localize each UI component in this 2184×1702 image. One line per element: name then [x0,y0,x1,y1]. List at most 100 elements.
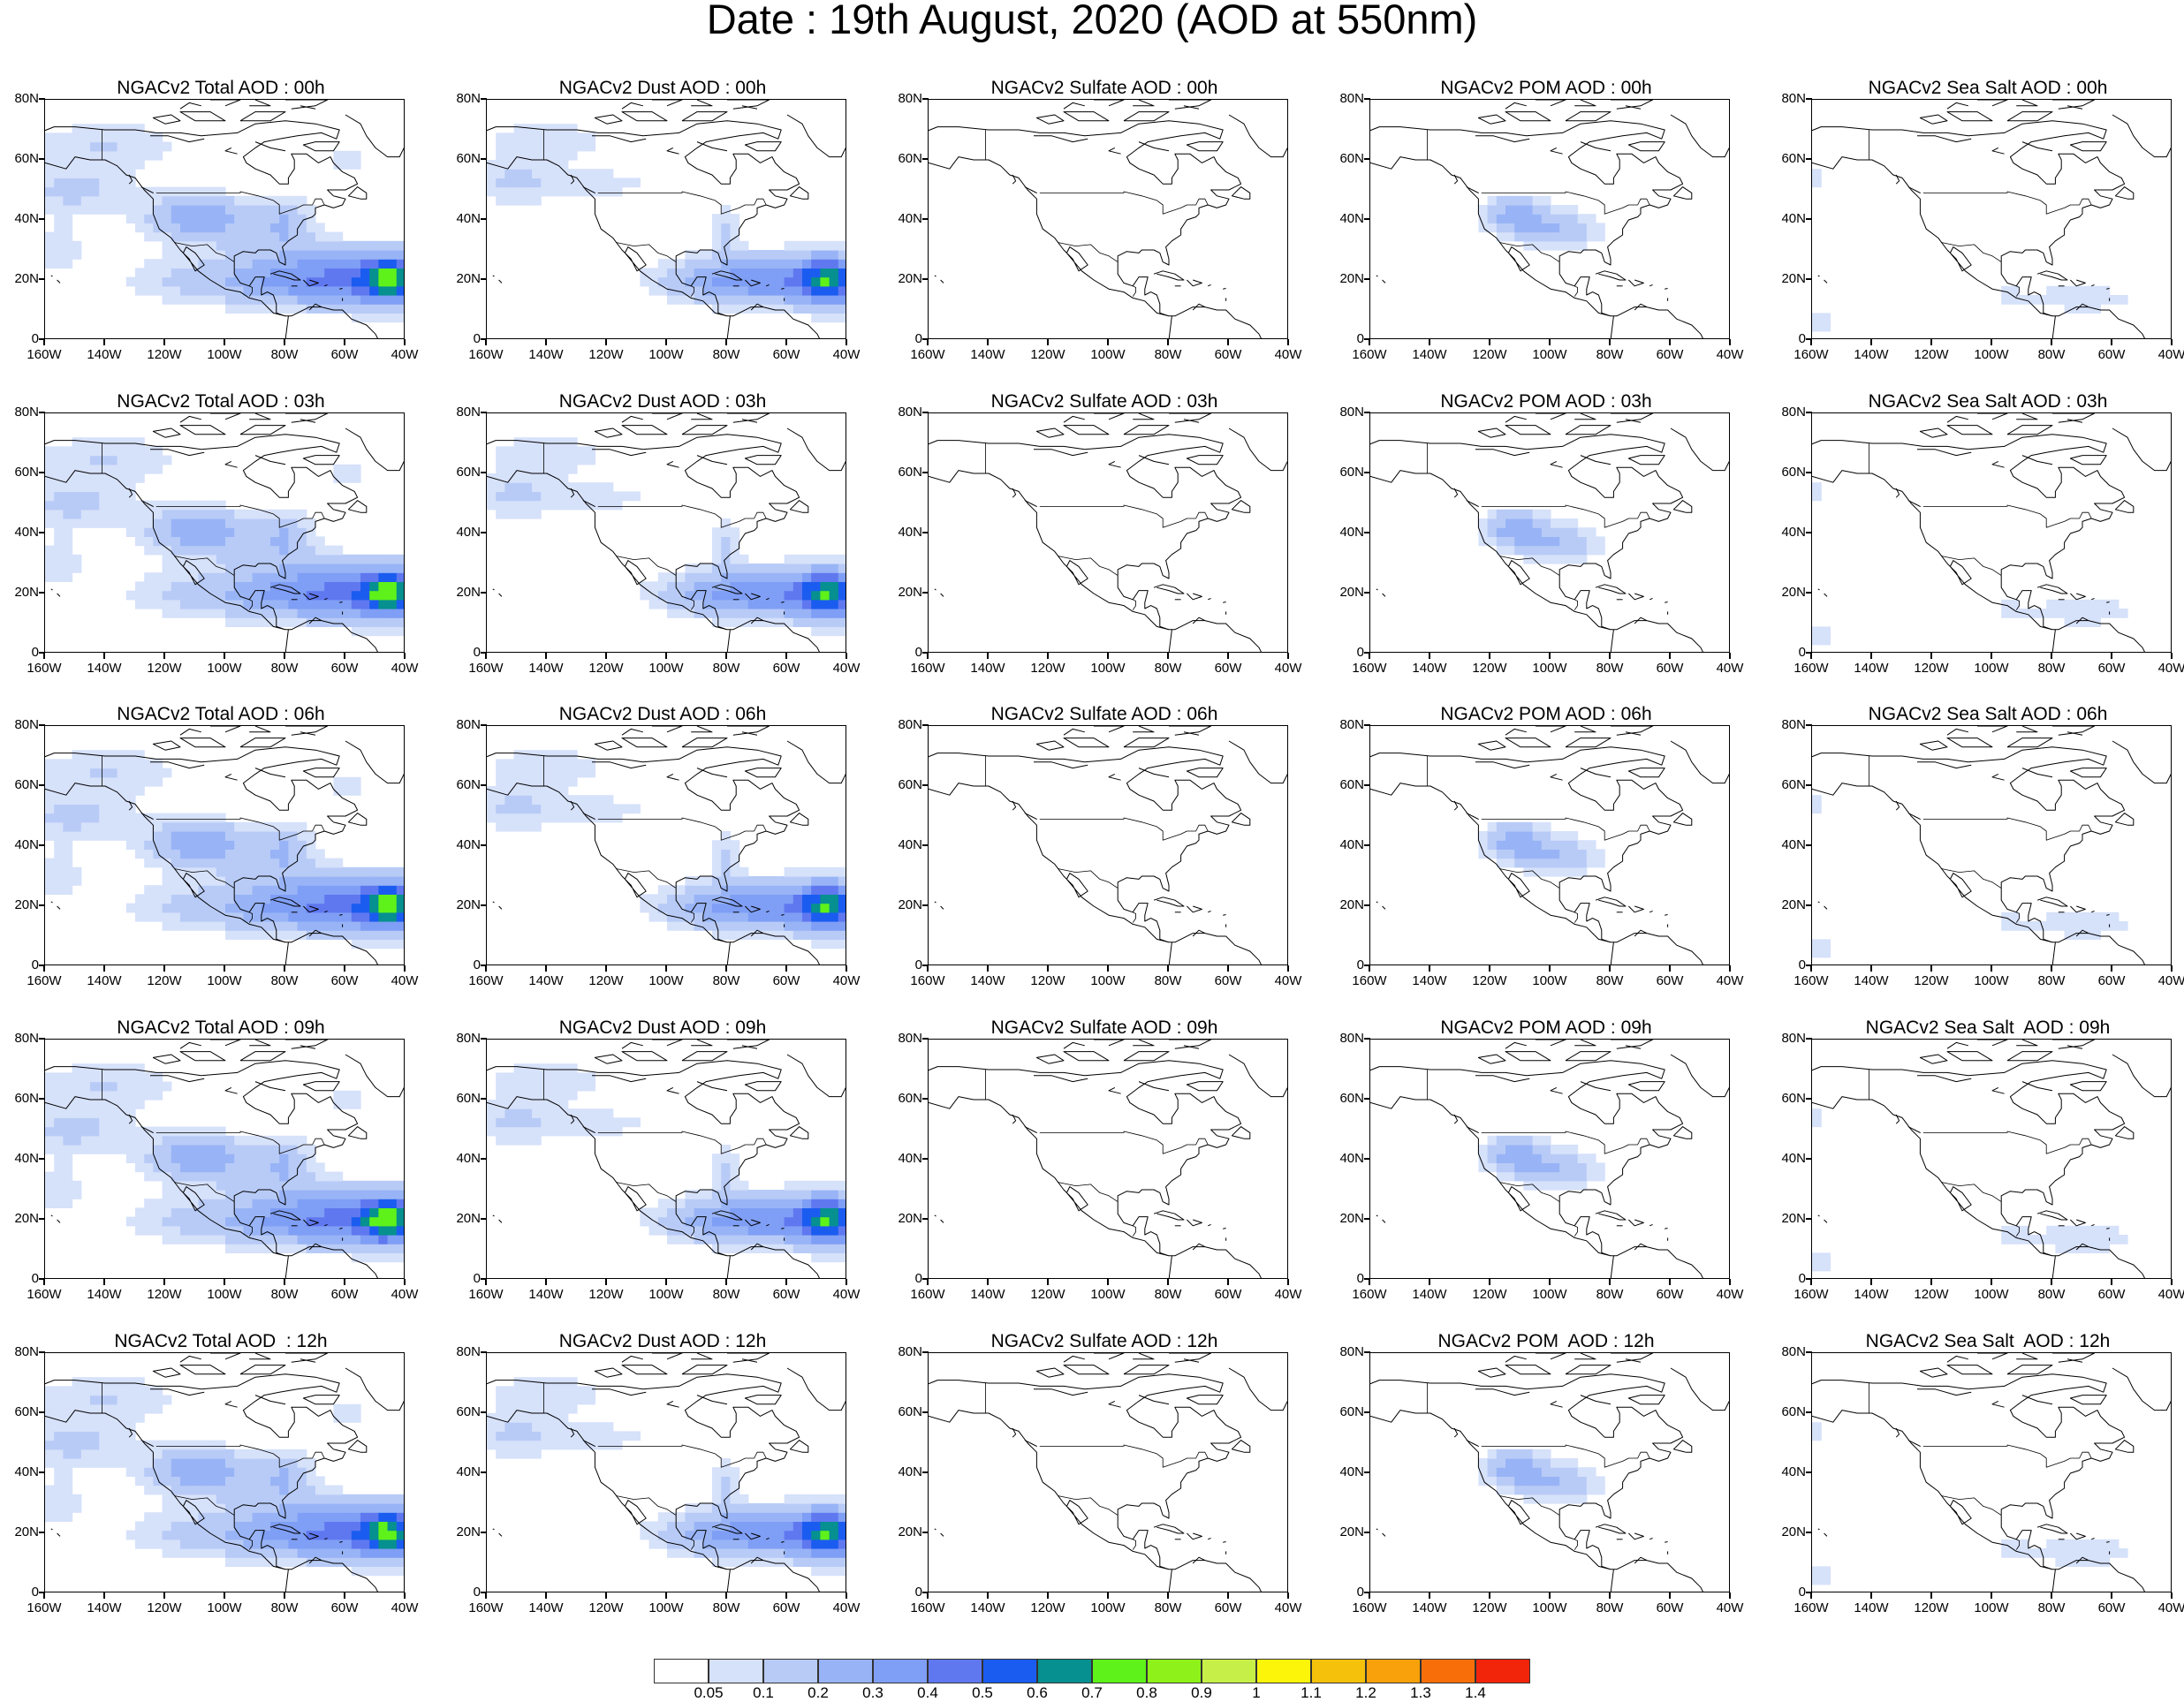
aod-cell [253,912,262,922]
aod-cell [324,876,334,886]
aod-cell [397,564,405,573]
aod-cell [766,600,776,609]
y-tick-label: 80N [1325,1032,1364,1046]
coastline [622,102,643,109]
aod-cell [118,151,127,161]
aod-cell [243,214,253,223]
y-tick-label: 80N [442,405,481,420]
aod-cell [198,187,208,197]
aod-cell [2082,600,2092,609]
aod-cell [81,804,91,813]
aod-cell [90,132,100,142]
aod-cell [712,1217,722,1227]
aod-cell [54,482,64,492]
aod-cell [504,1136,514,1146]
aod-cell [397,894,405,904]
x-tick-label: 140W [519,974,573,988]
aod-cell [45,768,55,778]
aod-cell [1596,849,1605,859]
coastline [697,768,727,777]
aod-cell [2029,609,2038,618]
x-tick [163,965,165,972]
aod-cell [1542,510,1551,519]
aod-cell [189,1136,199,1146]
aod-cell [504,169,514,178]
aod-cell [72,876,82,886]
political-border [1574,912,1577,923]
coastline [180,102,201,109]
aod-cell [198,849,208,859]
aod-cell [369,617,379,627]
x-tick [1991,339,1992,345]
aod-cell [658,277,668,287]
aod-cell [72,1458,82,1468]
aod-cell [496,777,505,787]
aod-cell [298,894,307,904]
aod-cell [775,600,785,609]
aod-cell [99,518,109,528]
aod-cell [144,1531,154,1540]
aod-cell [253,894,262,904]
map-frame [928,99,1288,339]
aod-cell [243,1521,253,1531]
aod-cell [541,151,550,161]
aod-cell [324,1512,334,1522]
coastline [153,115,180,124]
x-tick [2111,339,2112,345]
aod-cell [496,178,505,187]
aod-cell [324,232,334,242]
aod-cell [559,465,569,474]
coastline [691,726,712,732]
aod-cell [99,132,109,142]
aod-cell [2065,600,2074,609]
aod-cell [253,196,262,206]
coastline [255,142,285,151]
aod-cell [307,250,316,260]
coastline [1187,1220,1202,1226]
aod-cell [63,250,72,260]
aod-cell [820,286,830,296]
aod-cell [360,268,370,277]
y-tick [1806,1038,1812,1040]
aod-cell [766,581,776,591]
aod-cell [838,295,846,305]
aod-cell [45,1431,55,1441]
aod-cell [270,205,280,215]
aod-cell [1812,169,1822,178]
political-border [598,1131,766,1154]
aod-cell [1533,1145,1543,1154]
coastline [1133,413,1154,420]
aod-cell [253,1486,262,1495]
aod-cell [830,1244,839,1253]
x-tick-label: 120W [1021,974,1074,988]
aod-cell [1559,859,1569,868]
aod-cell [99,831,109,841]
aod-cell [90,1100,100,1109]
aod-cell [811,591,821,601]
aod-cell [1812,804,1822,813]
aod-cell [45,1145,55,1154]
aod-cell [640,581,649,591]
aod-cell [352,1244,361,1253]
aod-cell [820,626,830,636]
coastline [1551,774,1563,780]
aod-cell [153,1539,163,1549]
aod-cell [253,1512,262,1522]
aod-cell [496,1082,505,1092]
aod-cell [1497,214,1506,223]
aod-cell [838,912,846,922]
aod-cell [189,1154,199,1163]
political-border [1923,818,2091,840]
aod-cell [180,1458,190,1468]
aod-cell [180,1145,190,1154]
coastline [2115,813,2133,826]
aod-cell [234,1548,244,1558]
aod-cell [180,831,190,841]
aod-cell [307,1539,316,1549]
aod-cell [766,885,776,895]
aod-cell [397,1207,405,1217]
political-border [598,192,766,214]
aod-cell [559,759,569,768]
